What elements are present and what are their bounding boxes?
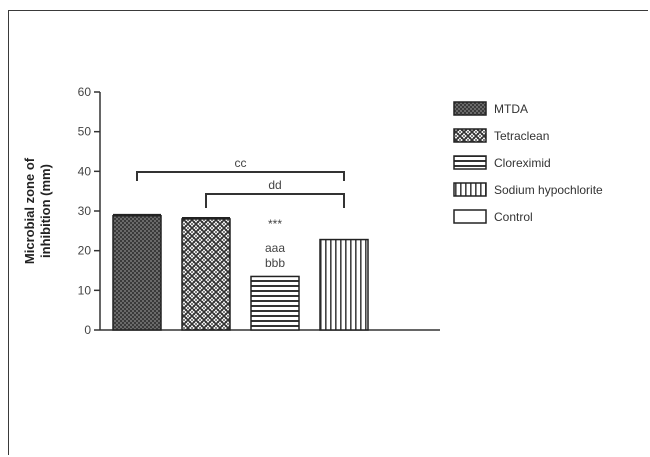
bar (319, 238, 369, 331)
y-axis-label: Microbial zone of inhibition (mm) (22, 157, 53, 264)
legend-label: Sodium hypochlorite (494, 183, 603, 197)
bar-stat-label: aaa (265, 241, 285, 255)
y-axis-label-line: inhibition (mm) (38, 164, 53, 258)
legend-swatch (453, 101, 487, 116)
figure-frame (8, 10, 648, 455)
y-tick-label: 10 (78, 283, 92, 297)
legend-swatch (453, 128, 487, 143)
bar-stat-label: bbb (265, 256, 285, 270)
significance-bracket (205, 193, 345, 208)
y-tick-label: 20 (78, 244, 92, 258)
y-tick-label: 40 (78, 164, 92, 178)
bar-stat-label: *** (268, 217, 282, 231)
bar (250, 275, 300, 331)
legend-label: MTDA (494, 102, 528, 116)
y-tick-label: 50 (78, 125, 92, 139)
bracket-label: cc (235, 156, 247, 170)
legend-label: Cloreximid (494, 156, 551, 170)
legend-swatch (453, 209, 487, 224)
legend-swatch (453, 182, 487, 197)
y-tick-label: 30 (78, 204, 92, 218)
legend-swatch (453, 155, 487, 170)
bar (181, 218, 231, 331)
bars (112, 213, 369, 331)
legend-label: Control (494, 210, 533, 224)
y-tick-label: 0 (84, 323, 91, 337)
significance-bracket (136, 171, 345, 181)
y-axis-label-line: Microbial zone of (22, 157, 37, 264)
y-tick-label: 60 (78, 85, 92, 99)
bar (112, 215, 162, 331)
bracket-label: dd (268, 178, 281, 192)
legend-label: Tetraclean (494, 129, 549, 143)
legend: MTDA Tetraclean Cloreximid Sodium hypochlor… (453, 101, 603, 224)
